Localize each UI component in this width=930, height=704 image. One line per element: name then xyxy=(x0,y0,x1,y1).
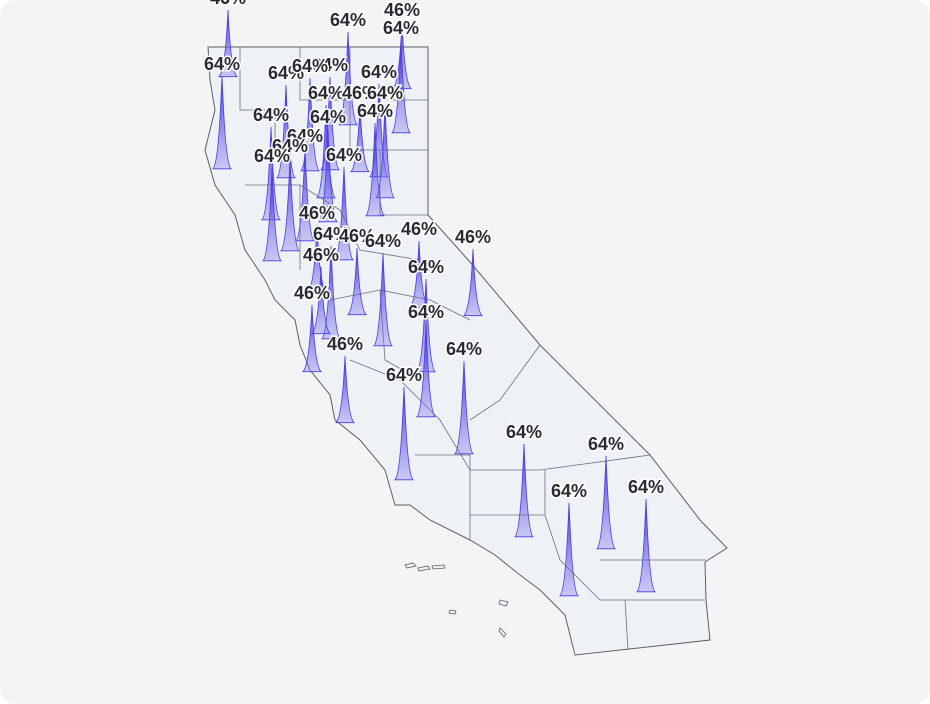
value-label: 64% xyxy=(253,105,289,125)
spike xyxy=(276,84,296,179)
value-label: 46% xyxy=(294,283,330,303)
value-label: 64% xyxy=(204,54,240,74)
value-label: 64% xyxy=(272,136,308,156)
value-label: 64% xyxy=(408,302,444,322)
spike xyxy=(559,502,579,597)
value-label: 64% xyxy=(386,365,422,385)
spike xyxy=(391,39,411,134)
spike xyxy=(463,248,483,317)
spike xyxy=(212,75,232,170)
spike xyxy=(365,122,385,217)
value-label: 64% xyxy=(588,434,624,454)
spike xyxy=(218,9,238,78)
value-label: 64% xyxy=(308,83,344,103)
spike xyxy=(321,245,341,340)
spike xyxy=(636,498,656,593)
spike xyxy=(295,147,315,242)
spike xyxy=(300,77,320,172)
value-label: 64% xyxy=(313,224,349,244)
value-label: 64% xyxy=(446,339,482,359)
islands xyxy=(404,562,509,638)
value-label: 64% xyxy=(357,101,393,121)
spike xyxy=(307,224,327,293)
spike xyxy=(302,304,322,373)
value-label: 46% xyxy=(342,83,378,103)
value-label: 46% xyxy=(339,226,375,246)
value-label: 46% xyxy=(401,219,437,239)
value-label: 64% xyxy=(551,481,587,501)
value-label: 64% xyxy=(367,83,403,103)
state-outline xyxy=(204,46,728,656)
spike xyxy=(347,247,367,316)
spike xyxy=(262,167,282,262)
spike xyxy=(311,266,331,335)
spike xyxy=(318,128,338,223)
value-label: 46% xyxy=(455,227,491,247)
value-label: 46% xyxy=(303,245,339,265)
value-label: 46% xyxy=(299,203,335,223)
value-label: 64% xyxy=(312,55,348,75)
spike xyxy=(280,157,300,252)
spike xyxy=(316,104,336,199)
spike xyxy=(373,252,393,347)
value-label: 46% xyxy=(384,0,420,20)
value-label: 64% xyxy=(408,257,444,277)
value-label: 64% xyxy=(365,231,401,251)
spike xyxy=(375,104,395,199)
value-label: 46% xyxy=(210,0,246,8)
value-label: 64% xyxy=(287,126,323,146)
value-label: 64% xyxy=(330,10,366,30)
value-label: 64% xyxy=(628,477,664,497)
value-label: 46% xyxy=(327,334,363,354)
spike xyxy=(261,126,281,221)
spike xyxy=(338,31,358,126)
spike xyxy=(350,104,370,173)
spike xyxy=(334,166,354,261)
value-label: 64% xyxy=(506,422,542,442)
value-label: 64% xyxy=(361,62,397,82)
spike xyxy=(514,443,534,538)
value-label: 64% xyxy=(254,146,290,166)
spike xyxy=(335,355,355,424)
value-label: 64% xyxy=(268,63,304,83)
value-label: 64% xyxy=(292,56,328,76)
spike xyxy=(596,455,616,550)
value-label: 64% xyxy=(383,18,419,38)
value-label: 64% xyxy=(326,145,362,165)
spike xyxy=(454,360,474,455)
spike xyxy=(416,323,436,418)
spike xyxy=(394,386,414,481)
value-label: 64% xyxy=(310,107,346,127)
